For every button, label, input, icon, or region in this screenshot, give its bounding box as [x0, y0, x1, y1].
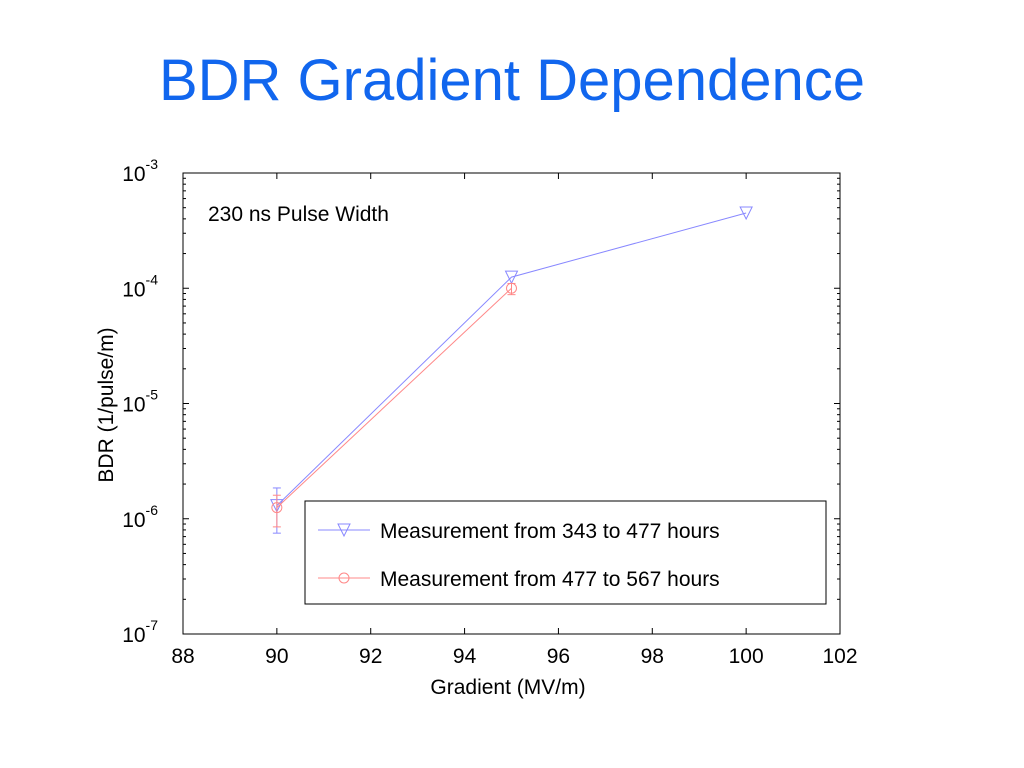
y-tick-exponent: -4: [146, 271, 159, 287]
y-tick-base: 10: [122, 163, 145, 186]
legend: Measurement from 343 to 477 hours Measure…: [304, 500, 827, 605]
x-tick-label: 98: [641, 645, 664, 668]
legend-item: Measurement from 477 to 567 hours: [318, 568, 720, 591]
series-line: [276, 212, 747, 506]
y-tick-base: 10: [122, 394, 145, 417]
y-tick-exponent: -5: [146, 387, 159, 403]
legend-label: Measurement from 477 to 567 hours: [380, 568, 720, 591]
series-2: [271, 282, 517, 528]
circle-marker: [338, 572, 350, 584]
y-axis-ticks: 10-710-610-510-410-3: [122, 156, 840, 647]
x-axis-title: Gradient (MV/m): [430, 676, 585, 699]
legend-label: Measurement from 343 to 477 hours: [380, 520, 720, 543]
y-tick-exponent: -6: [146, 502, 159, 518]
x-tick-label: 102: [822, 645, 857, 668]
series-layer: [270, 206, 753, 534]
y-tick-label: 10-4: [122, 271, 158, 301]
series-line: [276, 287, 512, 508]
x-tick-label: 96: [547, 645, 570, 668]
y-tick-exponent: -3: [146, 156, 159, 172]
y-axis-title: BDR (1/pulse/m): [95, 327, 118, 482]
circle-marker: [271, 502, 283, 514]
y-tick-label: 10-7: [122, 617, 158, 647]
y-tick-base: 10: [122, 278, 145, 301]
x-axis-ticks: 88 90 92 94 96 98 100 102: [171, 173, 858, 668]
y-tick-exponent: -7: [146, 617, 159, 633]
triangle-marker: [504, 270, 519, 285]
y-tick-label: 10-5: [122, 387, 158, 417]
y-tick-base: 10: [122, 624, 145, 647]
triangle-marker: [739, 206, 753, 221]
y-tick-label: 10-6: [122, 502, 158, 532]
x-tick-label: 100: [729, 645, 764, 668]
triangle-marker: [337, 523, 351, 538]
series-1: [270, 206, 753, 534]
pulse-width-annotation: 230 ns Pulse Width: [208, 203, 389, 226]
slide-title: BDR Gradient Dependence: [158, 48, 866, 113]
circle-marker: [506, 282, 517, 294]
legend-box: [304, 500, 827, 605]
x-tick-label: 88: [171, 645, 194, 668]
legend-item: Measurement from 343 to 477 hours: [318, 520, 720, 543]
x-tick-label: 92: [359, 645, 382, 668]
y-tick-base: 10: [122, 509, 145, 532]
x-tick-label: 94: [453, 645, 477, 668]
x-tick-label: 90: [265, 645, 288, 668]
y-tick-label: 10-3: [122, 156, 158, 186]
